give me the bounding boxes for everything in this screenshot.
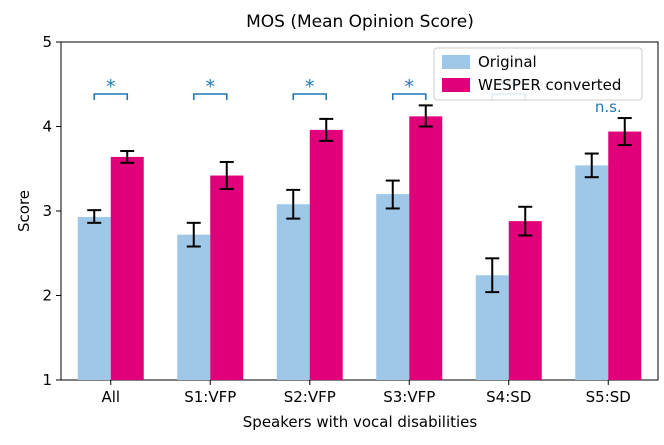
significance-marker: * xyxy=(106,76,116,98)
significance-marker: * xyxy=(206,76,216,98)
significance-marker: * xyxy=(305,76,315,98)
x-tick-label: S2:VFP xyxy=(284,388,336,406)
x-tick-label: S5:SD xyxy=(586,388,631,406)
error-bars-layer xyxy=(87,104,632,294)
bar-wesper xyxy=(110,156,144,380)
significance-bracket xyxy=(93,93,129,100)
bar-original xyxy=(177,234,211,380)
chart-title: MOS (Mean Opinion Score) xyxy=(246,12,474,32)
significance-marker: n.s. xyxy=(595,98,622,116)
bar-original xyxy=(77,216,111,380)
legend-swatch-wesper xyxy=(442,78,470,92)
bar-wesper xyxy=(508,221,542,380)
bar-wesper xyxy=(608,131,642,380)
significance-bracket xyxy=(292,93,328,100)
bar-wesper xyxy=(210,175,244,380)
significance-marker: * xyxy=(405,76,415,98)
legend-swatch-original xyxy=(442,55,470,69)
y-axis: 1 2 3 4 5 xyxy=(42,33,61,389)
x-axis: All S1:VFP S2:VFP S3:VFP S4:SD S5:SD xyxy=(101,380,631,406)
legend: Original WESPER converted xyxy=(433,47,643,101)
x-axis-label: Speakers with vocal disabilities xyxy=(243,413,478,431)
y-tick-label: 3 xyxy=(42,202,52,220)
y-tick-label: 2 xyxy=(42,287,52,305)
x-tick-label: S1:VFP xyxy=(184,388,236,406)
bar-wesper xyxy=(309,129,343,380)
significance-bracket xyxy=(391,93,427,100)
y-axis-label: Score xyxy=(15,190,33,232)
bars-layer xyxy=(77,116,642,381)
y-tick-label: 5 xyxy=(42,33,52,51)
y-tick-label: 4 xyxy=(42,118,52,136)
legend-label-wesper: WESPER converted xyxy=(478,76,621,94)
bar-wesper xyxy=(409,116,443,381)
bar-original xyxy=(276,204,310,380)
x-tick-label: S4:SD xyxy=(486,388,531,406)
legend-box xyxy=(433,47,643,101)
bar-original xyxy=(376,194,410,380)
y-tick-label: 1 xyxy=(42,371,52,389)
x-tick-label: S3:VFP xyxy=(383,388,435,406)
legend-label-original: Original xyxy=(478,53,537,71)
significance-bracket xyxy=(192,93,228,100)
x-tick-label: All xyxy=(101,388,120,406)
bar-original xyxy=(575,165,609,380)
